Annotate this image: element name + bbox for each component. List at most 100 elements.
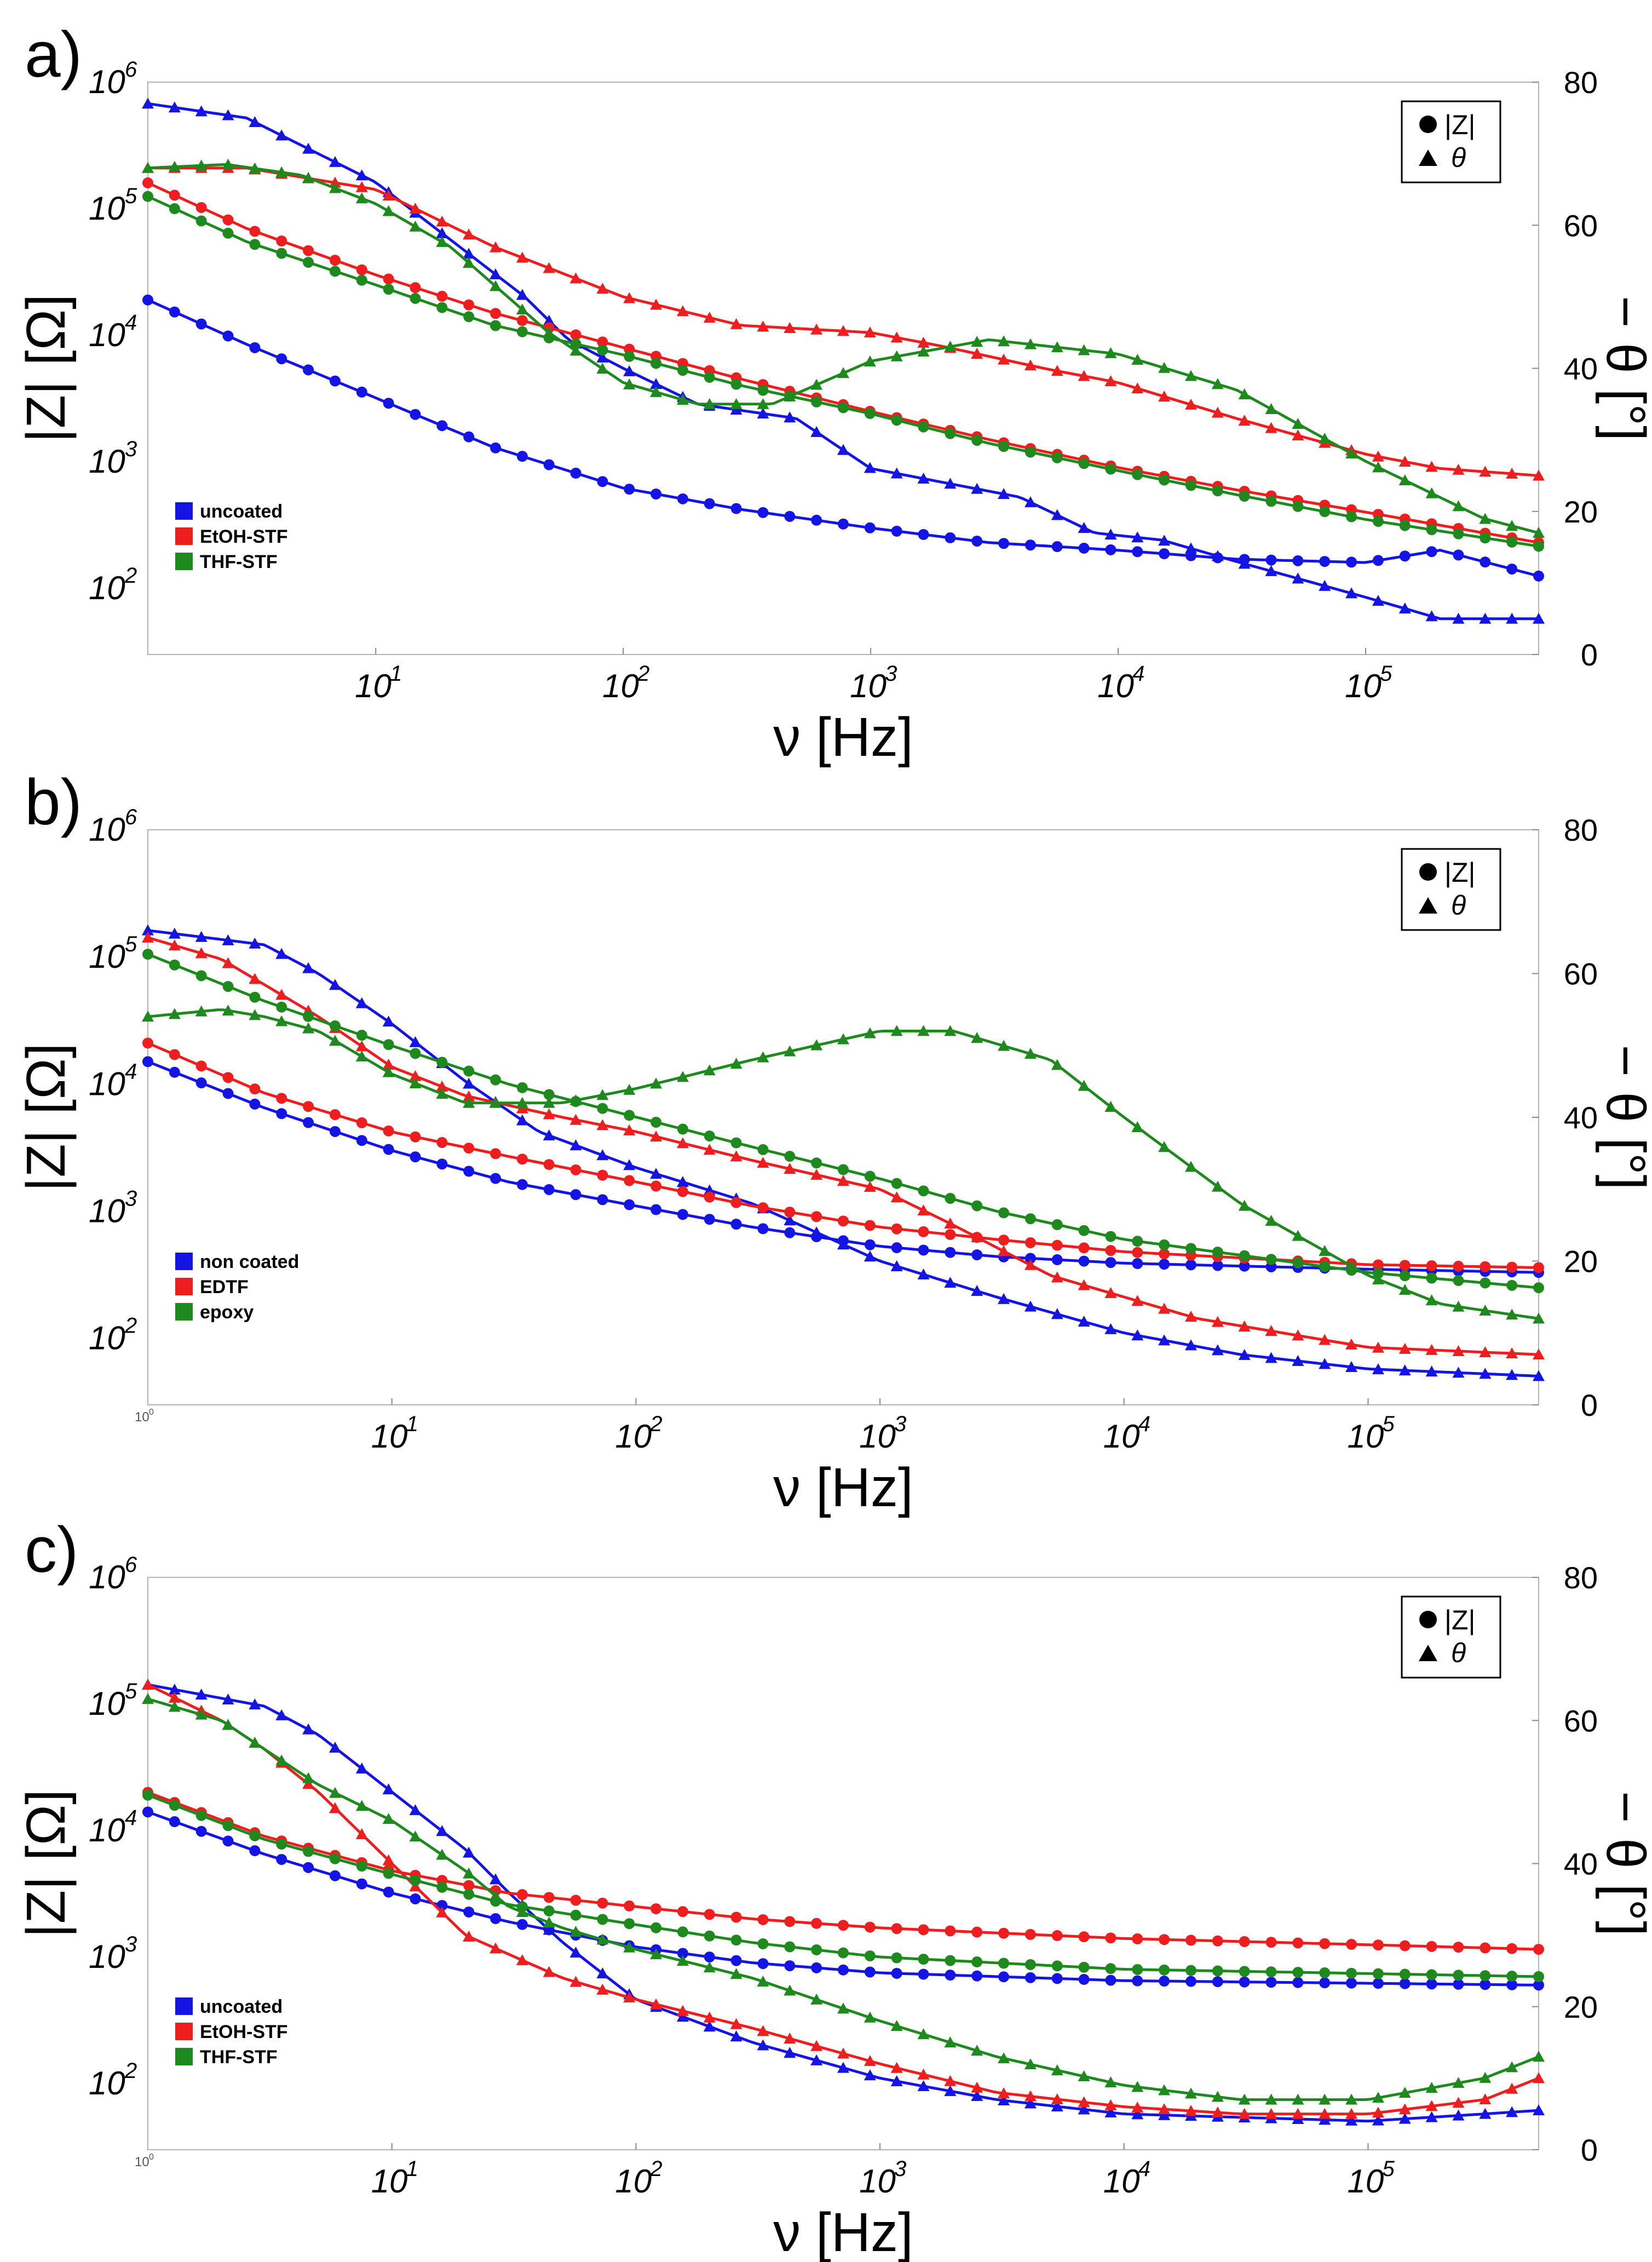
data-point [1398,456,1411,467]
data-point [917,1204,930,1216]
data-point [838,518,849,530]
data-point [704,498,715,509]
data-point [1158,361,1171,373]
series-uncoated-impedance [142,294,1544,582]
data-point [436,302,448,313]
data-point [356,1878,367,1890]
data-point [1372,516,1384,527]
data-point [1158,2109,1171,2120]
data-point [1533,469,1545,481]
y-right-tick-label: 60 [1564,208,1598,243]
data-point [516,303,528,315]
data-point [1425,1294,1438,1306]
legend-swatch [175,2023,193,2040]
data-point [410,282,421,294]
data-point [249,937,261,949]
data-point [810,323,823,335]
data-point [490,1890,502,1901]
data-point [917,472,930,484]
data-point [651,1204,662,1215]
data-point [329,1126,341,1137]
data-point [651,488,662,500]
data-point [329,375,341,387]
data-point [142,1693,154,1704]
data-point [1399,1940,1411,1951]
data-point [1105,1245,1116,1256]
data-point [623,1991,636,2003]
data-point [463,256,475,268]
data-point [650,1077,663,1089]
data-point [838,1164,849,1175]
data-point [864,1170,876,1182]
data-point [730,318,742,329]
x-tick-exponent: 5 [1382,1412,1395,1436]
data-point [890,1260,903,1271]
data-point [1211,406,1224,418]
data-point [142,177,153,188]
data-point [142,1011,154,1022]
data-point [971,2045,983,2056]
data-point [810,1993,823,2005]
data-point [730,1968,742,1979]
data-point [1211,550,1224,561]
series-line [147,1042,1539,1269]
symbol-legend-label: |Z| [1444,1605,1476,1635]
data-point [222,1719,234,1730]
symbol-legend-label: |Z| [1444,857,1476,888]
legend-label: uncoated [200,501,283,522]
data-point [382,1813,395,1824]
data-point [436,236,448,247]
data-point [1265,496,1277,507]
data-point [276,1093,287,1104]
data-point [1319,506,1331,518]
data-point [1292,1937,1304,1949]
data-point [810,426,823,437]
x-tick-exponent: 1 [406,1412,418,1436]
data-point [463,1065,475,1077]
data-point [1292,1977,1304,1988]
data-point [222,330,234,342]
data-point [998,1971,1010,1983]
data-point [1319,2093,1331,2105]
data-point [890,1191,903,1203]
data-point [410,1131,421,1143]
data-point [837,2002,849,2014]
data-point [1105,1974,1116,1986]
y-right-tick-label: 60 [1564,957,1598,991]
data-point [703,312,716,323]
data-point [275,166,288,177]
data-point [757,1051,769,1063]
data-point [1506,520,1518,531]
data-point [890,1025,903,1036]
data-point [1533,1971,1544,1982]
data-point [543,1159,555,1170]
data-point [1211,2091,1224,2102]
data-point [142,1806,153,1818]
data-point [945,1925,956,1937]
series-EtOH-STF-impedance [142,177,1544,548]
data-point [1132,1964,1143,1975]
data-point [490,442,501,453]
data-point [703,1064,716,1076]
data-point [1398,2103,1411,2115]
data-point [463,248,475,259]
data-point [1078,2096,1090,2108]
y-right-tick-label: 20 [1564,495,1598,529]
x-tick-label: 10 [1345,668,1382,704]
x-tick-label: 10 [859,1418,896,1455]
data-point [1506,1971,1518,1982]
data-point [784,390,796,401]
data-point [1239,1936,1250,1947]
symbol-legend-box [1401,100,1501,183]
data-point [1078,1931,1090,1943]
data-point [677,1186,688,1197]
data-point [436,1848,448,1860]
data-point [490,1873,502,1885]
data-point [917,2028,930,2040]
data-point [142,924,154,935]
data-point [1051,1960,1063,1972]
data-point [1051,541,1063,553]
data-point [1104,1100,1117,1112]
data-point [918,421,929,433]
data-point [276,248,287,259]
